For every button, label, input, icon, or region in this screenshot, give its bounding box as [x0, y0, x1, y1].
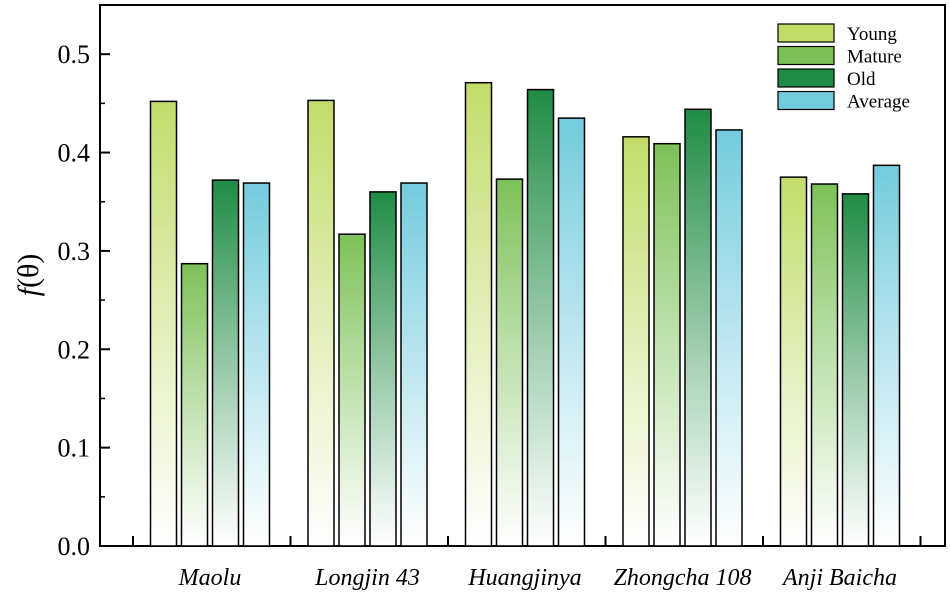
y-tick-label: 0.5: [58, 40, 91, 69]
bar-old-1: [369, 191, 397, 547]
bar-young-1: [307, 99, 335, 547]
x-axis: Maolu Longjin 43 Huangjinya Zhongcha 108 Anj…: [132, 536, 922, 591]
bar-mature-3: [653, 142, 681, 547]
bar-average-0: [242, 182, 271, 547]
bar-mature-4: [810, 183, 839, 547]
legend-label-young: Young: [847, 24, 897, 45]
legend-label-average: Average: [847, 92, 910, 113]
bar-young-4: [779, 176, 808, 547]
legend-label-mature: Mature: [847, 47, 902, 68]
y-axis-label-variable: (θ): [12, 254, 45, 288]
bar-old-4: [841, 193, 870, 547]
legend-swatch-average: [777, 90, 835, 111]
bar-old-3: [684, 108, 712, 547]
bars: [149, 81, 901, 547]
bar-average-1: [400, 182, 428, 547]
y-tick-label: 0.3: [58, 237, 91, 266]
y-tick-label: 0.2: [58, 335, 91, 364]
bar-average-4: [872, 164, 901, 547]
x-category-label: Huangjinya: [467, 565, 581, 591]
legend-label-old: Old: [847, 69, 876, 90]
legend-swatch-young: [777, 23, 835, 43]
y-axis: 0.0 0.1 0.2 0.3 0.4 0.5: [58, 40, 110, 561]
x-category-label: Longjin 43: [314, 565, 420, 591]
x-category-label: Maolu: [178, 565, 242, 591]
x-category-label: Zhongcha 108: [614, 565, 752, 591]
legend-swatch-mature: [777, 45, 835, 66]
bar-mature-2: [495, 178, 524, 547]
y-tick-label: 0.4: [58, 139, 91, 168]
y-tick-label: 0.1: [58, 434, 91, 463]
y-axis-label: f(θ): [12, 254, 45, 297]
bar-old-0: [211, 179, 240, 547]
y-tick-label: 0.0: [58, 532, 91, 561]
x-category-label: Anji Baicha: [781, 565, 897, 591]
bar-average-2: [557, 117, 586, 547]
bar-mature-0: [180, 262, 209, 547]
bar-young-2: [464, 81, 493, 547]
bar-average-3: [715, 129, 743, 547]
legend-swatch-old: [777, 68, 835, 88]
bar-mature-1: [338, 233, 366, 547]
bar-young-3: [622, 136, 650, 547]
bar-young-0: [149, 100, 178, 547]
bar-old-2: [526, 88, 555, 547]
